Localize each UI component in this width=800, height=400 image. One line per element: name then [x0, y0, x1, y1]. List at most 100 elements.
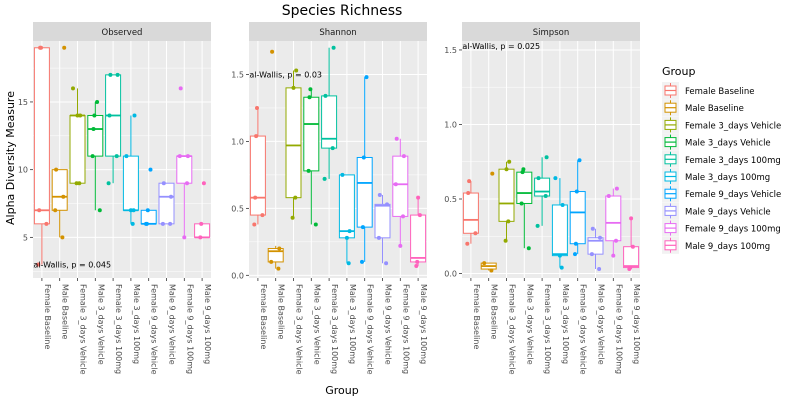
box-iqr [605, 195, 622, 242]
box-iqr [623, 246, 640, 269]
box-male-3-days-vehicle [87, 99, 104, 213]
data-point [60, 235, 65, 240]
data-point [54, 167, 59, 172]
x-tick-label: Male 3_days 100mg [561, 284, 570, 364]
data-point [331, 45, 336, 50]
x-tick-label: Female Baseline [259, 284, 268, 349]
box-female-3-days-100mg [321, 45, 338, 181]
data-point [385, 202, 389, 207]
y-tick-label: 0.0 [444, 270, 457, 279]
data-point [313, 222, 318, 227]
data-point [629, 216, 634, 221]
data-point [543, 194, 548, 199]
box-iqr [569, 191, 586, 245]
box-female-9-days-100mg [176, 86, 193, 240]
data-point [503, 238, 508, 243]
data-point [62, 45, 67, 50]
x-tick-label: Female 3_days 100mg [114, 284, 123, 374]
data-point [519, 201, 524, 206]
data-point [466, 191, 471, 196]
data-point [185, 181, 189, 186]
data-point [589, 252, 594, 257]
data-point [277, 246, 282, 251]
data-point [108, 72, 113, 77]
data-point [544, 155, 549, 160]
data-point [293, 195, 298, 200]
data-point [347, 229, 352, 234]
data-point [344, 235, 349, 240]
data-point [573, 241, 578, 246]
x-tick-label: Female 9_days Vehicle [366, 284, 375, 375]
box-iqr [303, 96, 320, 172]
box-iqr [140, 209, 157, 225]
kruskal-wallis-annotation: uskal-Wallis, p = 0.03 [236, 70, 322, 79]
box-male-9-days-100mg [410, 195, 427, 268]
data-point [490, 171, 495, 176]
y-tick-label: 1.0 [231, 137, 244, 146]
data-point [398, 243, 403, 248]
x-tick-label: Male 3_days Vehicle [525, 284, 534, 365]
data-point [107, 113, 112, 118]
data-point [521, 167, 526, 172]
box-male-9-days-vehicle [158, 181, 175, 226]
box-iqr [410, 214, 427, 263]
legend-item-male-9-days-100mg: Male 9_days 100mg [662, 236, 770, 254]
legend-label: Male Baseline [685, 104, 744, 114]
legend-label: Male 3_days 100mg [685, 173, 770, 183]
data-point [417, 213, 422, 218]
data-point [559, 265, 564, 270]
panel-shannon: Shannon 0.0 0.5 1.0 1.5 Female Baseline Male B… [231, 22, 428, 375]
data-point [346, 261, 351, 266]
data-point [614, 238, 618, 243]
x-tick-label: Female 9_days 100mg [401, 284, 410, 374]
data-point [90, 154, 95, 159]
data-point [614, 186, 619, 191]
data-point [255, 105, 259, 110]
data-point [145, 208, 150, 213]
legend-item-female-3-days-vehicle: Female 3_days Vehicle [662, 116, 781, 134]
data-point [376, 235, 381, 240]
data-point [201, 181, 206, 186]
y-tick-label: 5 [23, 233, 28, 242]
facet-strip [249, 22, 427, 41]
box-iqr [249, 135, 266, 216]
x-tick-label: Female 9_days Vehicle [579, 284, 588, 375]
box-iqr [587, 237, 604, 255]
box-male-9-days-vehicle [374, 192, 391, 266]
x-tick-label: Female 3_days 100mg [330, 284, 339, 374]
data-point [106, 181, 111, 186]
box-iqr [87, 114, 104, 157]
box-iqr [374, 203, 391, 239]
data-point [473, 231, 478, 236]
box-female-baseline [249, 105, 266, 227]
box-iqr [462, 192, 479, 234]
legend-item-male-3-days-100mg: Male 3_days 100mg [662, 168, 770, 185]
legend-item-male-9-days-vehicle: Male 9_days Vehicle [662, 202, 771, 220]
facet-strip-label: Observed [102, 28, 143, 38]
data-point [414, 263, 419, 268]
box-female-3-days-vehicle [69, 86, 86, 186]
legend-item-male-3-days-vehicle: Male 3_days Vehicle [662, 133, 771, 151]
box-iqr [338, 174, 355, 239]
box-iqr [534, 177, 551, 197]
data-point [553, 176, 558, 181]
data-point [360, 259, 364, 264]
data-point [416, 195, 421, 200]
data-point [630, 244, 635, 249]
box-iqr [51, 169, 68, 211]
box-female-3-days-vehicle [498, 159, 515, 243]
legend-title: Group [662, 65, 696, 78]
data-point [168, 221, 173, 226]
data-point [535, 223, 540, 228]
data-point [322, 176, 327, 181]
data-point [361, 155, 366, 160]
x-tick-label: Male 9_days 100mg [203, 284, 212, 364]
box-iqr [392, 155, 409, 217]
data-point [198, 235, 203, 240]
data-point [590, 226, 595, 231]
box-male-baseline [480, 171, 497, 273]
data-point [323, 93, 328, 98]
box-iqr [356, 156, 373, 228]
data-point [340, 172, 345, 177]
box-female-9-days-100mg [605, 186, 622, 258]
